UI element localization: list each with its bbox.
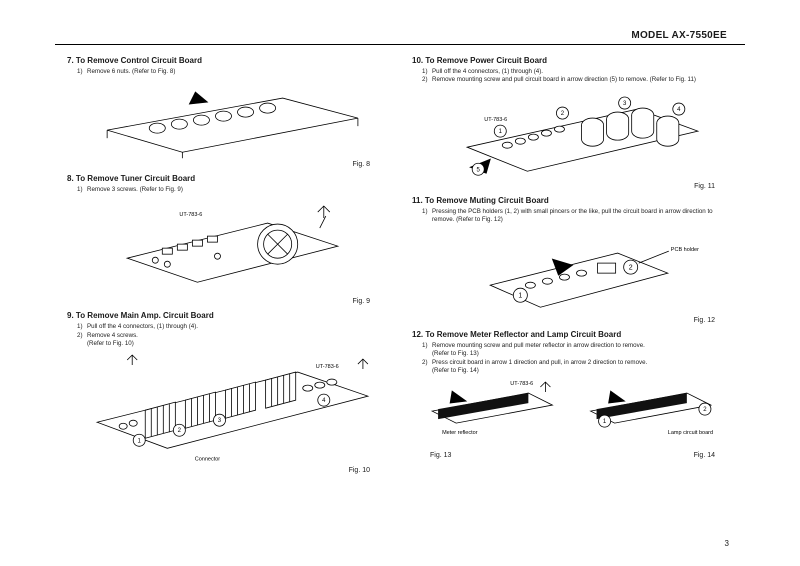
model-header: MODEL AX-7550EE xyxy=(631,30,727,41)
svg-text:UT-783-6: UT-783-6 xyxy=(179,212,202,218)
section-body: 1)Remove 6 nuts. (Refer to Fig. 8) xyxy=(67,68,388,76)
figure-12: 1 2 PCB holder xyxy=(412,229,733,315)
svg-text:2: 2 xyxy=(629,264,633,271)
header-underline xyxy=(55,44,745,45)
svg-text:Connector: Connector xyxy=(195,457,221,463)
section-10: 10. To Remove Power Circuit Board 1)Pull… xyxy=(412,56,733,190)
section-12: 12. To Remove Meter Reflector and Lamp C… xyxy=(412,330,733,459)
svg-text:UT-783-6: UT-783-6 xyxy=(316,364,339,370)
section-body: 1)Remove mounting screw and pull meter r… xyxy=(412,342,733,375)
figure-11: 12345 UT-783-6 xyxy=(412,89,733,181)
page-number: 3 xyxy=(725,539,729,548)
section-8: 8. To Remove Tuner Circuit Board 1)Remov… xyxy=(67,174,388,306)
figure-caption: Fig. 12 xyxy=(412,317,733,324)
figure-caption: Fig. 14 xyxy=(694,452,715,459)
figure-10: 1234 UT-783-6 Connector xyxy=(67,352,388,464)
figure-caption: Fig. 11 xyxy=(412,183,733,190)
figure-caption: Fig. 10 xyxy=(67,467,388,474)
svg-text:1: 1 xyxy=(518,292,522,299)
svg-text:PCB holder: PCB holder xyxy=(671,247,699,253)
section-7: 7. To Remove Control Circuit Board 1)Rem… xyxy=(67,56,388,168)
section-title: 12. To Remove Meter Reflector and Lamp C… xyxy=(412,330,733,339)
section-9: 9. To Remove Main Amp. Circuit Board 1)P… xyxy=(67,311,388,473)
figure-caption: Fig. 8 xyxy=(67,161,388,168)
svg-text:Lamp circuit board: Lamp circuit board xyxy=(668,431,713,437)
right-column: 10. To Remove Power Circuit Board 1)Pull… xyxy=(400,56,745,526)
figure-9: UT-783-6 xyxy=(67,198,388,296)
figure-caption: Fig. 9 xyxy=(67,298,388,305)
figure-caption: Fig. 13 xyxy=(430,452,451,459)
section-title: 11. To Remove Muting Circuit Board xyxy=(412,196,733,205)
section-title: 8. To Remove Tuner Circuit Board xyxy=(67,174,388,183)
section-body: 1)Pressing the PCB holders (1, 2) with s… xyxy=(412,208,733,225)
left-column: 7. To Remove Control Circuit Board 1)Rem… xyxy=(55,56,400,526)
section-title: 10. To Remove Power Circuit Board xyxy=(412,56,733,65)
section-title: 9. To Remove Main Amp. Circuit Board xyxy=(67,311,388,320)
section-body: 1)Pull off the 4 connectors, (1) through… xyxy=(412,68,733,85)
section-title: 7. To Remove Control Circuit Board xyxy=(67,56,388,65)
svg-text:Meter reflector: Meter reflector xyxy=(442,431,478,437)
section-11: 11. To Remove Muting Circuit Board 1)Pre… xyxy=(412,196,733,324)
svg-text:UT-783-6: UT-783-6 xyxy=(484,117,507,123)
section-body: 1)Remove 3 screws. (Refer to Fig. 9) xyxy=(67,186,388,194)
figure-8 xyxy=(67,80,388,158)
section-body: 1)Pull off the 4 connectors, (1) through… xyxy=(67,323,388,348)
figure-13-14: 12 Meter reflector Lamp circuit board UT… xyxy=(412,379,733,449)
svg-text:UT-783-6: UT-783-6 xyxy=(510,381,533,387)
columns: 7. To Remove Control Circuit Board 1)Rem… xyxy=(55,56,745,526)
